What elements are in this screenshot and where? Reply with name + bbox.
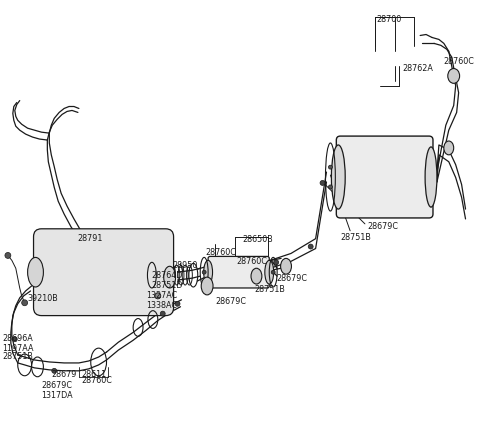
Text: 1197AA: 1197AA	[2, 344, 34, 353]
Text: 28751B: 28751B	[254, 284, 285, 293]
Text: 28751B: 28751B	[2, 351, 33, 360]
Text: 28950: 28950	[173, 261, 198, 270]
Ellipse shape	[271, 270, 275, 274]
Text: 28611: 28611	[81, 369, 106, 378]
Ellipse shape	[320, 181, 325, 186]
Text: 28751B: 28751B	[340, 232, 371, 241]
Ellipse shape	[448, 69, 460, 84]
Ellipse shape	[425, 147, 437, 208]
Text: 1317DA: 1317DA	[41, 390, 73, 399]
Ellipse shape	[201, 277, 213, 295]
Text: 28700: 28700	[377, 15, 402, 24]
Text: 28760C: 28760C	[444, 57, 475, 66]
Ellipse shape	[202, 270, 206, 274]
Ellipse shape	[308, 245, 313, 249]
Text: 28762A: 28762A	[402, 64, 433, 73]
Text: 28679C: 28679C	[41, 380, 72, 389]
Ellipse shape	[12, 337, 17, 342]
Text: 28760C: 28760C	[205, 247, 236, 256]
Ellipse shape	[155, 293, 161, 299]
Text: 28679C: 28679C	[215, 296, 246, 305]
FancyBboxPatch shape	[336, 137, 433, 218]
Text: 28764D: 28764D	[151, 270, 182, 280]
Text: 28760C: 28760C	[81, 375, 112, 384]
Text: 28751D: 28751D	[151, 280, 182, 289]
Ellipse shape	[265, 261, 274, 284]
Ellipse shape	[444, 142, 454, 156]
Text: 28679: 28679	[51, 369, 77, 378]
Text: 28650B: 28650B	[242, 234, 274, 243]
Ellipse shape	[274, 260, 278, 265]
Ellipse shape	[52, 369, 57, 373]
FancyBboxPatch shape	[34, 229, 174, 316]
Ellipse shape	[251, 269, 262, 284]
Text: 1327AC: 1327AC	[146, 290, 177, 299]
Ellipse shape	[328, 185, 332, 190]
Ellipse shape	[328, 166, 332, 170]
Ellipse shape	[155, 293, 161, 299]
Ellipse shape	[5, 253, 11, 259]
Ellipse shape	[204, 261, 213, 284]
Text: 28679C: 28679C	[276, 273, 307, 283]
Text: 28679C: 28679C	[367, 221, 398, 230]
FancyBboxPatch shape	[208, 257, 269, 288]
Ellipse shape	[331, 146, 345, 209]
Ellipse shape	[28, 258, 43, 287]
Text: 28696A: 28696A	[2, 334, 33, 343]
Ellipse shape	[160, 311, 165, 316]
Text: 1338AC: 1338AC	[146, 300, 177, 309]
Ellipse shape	[281, 259, 291, 274]
Text: 28760C: 28760C	[237, 257, 267, 266]
Ellipse shape	[164, 267, 176, 288]
Text: 28791: 28791	[77, 233, 102, 242]
Ellipse shape	[22, 300, 28, 306]
Ellipse shape	[175, 301, 180, 307]
Text: 39210B: 39210B	[28, 293, 59, 302]
